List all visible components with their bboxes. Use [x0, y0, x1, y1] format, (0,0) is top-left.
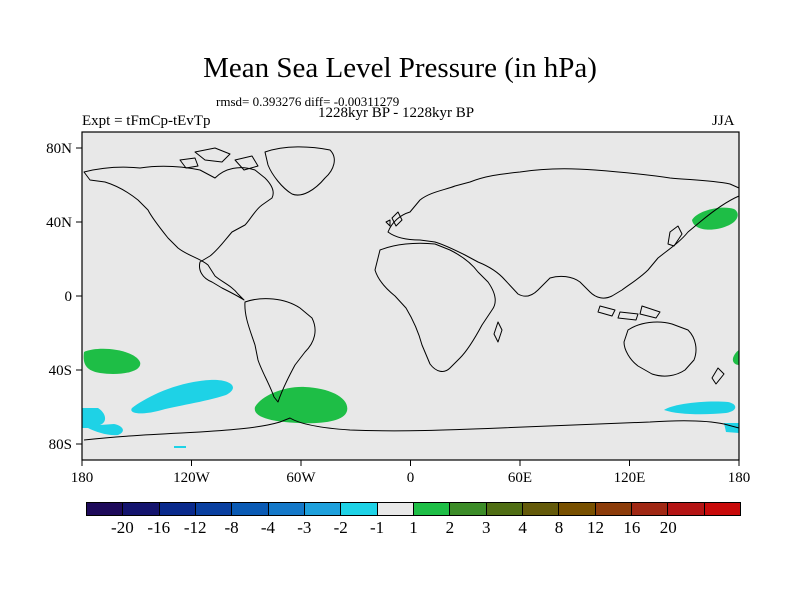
lon-tick-label: 120W	[173, 470, 211, 486]
coastline-arctic-islands	[179, 147, 259, 171]
anomaly-patch-positive	[83, 348, 141, 374]
colorbar-swatch	[195, 503, 233, 515]
colorbar-tick-label: 12	[586, 518, 604, 537]
colorbar-tick-label: -3	[297, 518, 312, 537]
colorbar-swatch	[595, 503, 632, 515]
coastline-greenland	[264, 146, 335, 196]
anomaly-patch-negative	[82, 408, 123, 436]
coastline-africa	[374, 242, 496, 372]
colorbar-swatch	[522, 503, 560, 515]
colorbar-swatch	[304, 503, 342, 515]
lat-tick-label: 40S	[49, 363, 72, 379]
colorbar-swatch	[159, 503, 196, 515]
anomaly-patch-positive	[692, 207, 738, 230]
period-label: 1228kyr BP - 1228kyr BP	[318, 105, 475, 121]
anomaly-patch-negative	[664, 401, 736, 415]
colorbar	[86, 502, 741, 516]
colorbar-tick-label: 3	[482, 518, 491, 537]
anomaly-patch-positive	[732, 350, 739, 365]
colorbar-tick-label: -4	[260, 518, 276, 537]
colorbar-tick-label: -2	[333, 518, 348, 537]
season-label: JJA	[712, 113, 735, 129]
lon-tick-label: 120E	[614, 470, 646, 486]
anomaly-patch-positive	[254, 386, 348, 424]
coastline-madagascar	[493, 321, 503, 343]
lon-tick-label: 60E	[508, 470, 532, 486]
lon-tick-label: 180	[728, 470, 751, 486]
colorbar-tick-label: -8	[224, 518, 239, 537]
stats-label: rmsd= 0.393276 diff= -0.00311279	[216, 94, 400, 109]
lon-tick-label: 0	[407, 470, 415, 486]
colorbar-tick-label: -12	[183, 518, 207, 537]
colorbar-tick-label: -16	[147, 518, 171, 537]
colorbar-tick-label: 16	[623, 518, 641, 537]
anomaly-patch-negative	[131, 379, 233, 414]
lat-tick-label: 0	[65, 289, 73, 305]
coastline-australia	[623, 321, 697, 377]
colorbar-tick-label: 20	[659, 518, 677, 537]
colorbar-swatch	[704, 503, 740, 515]
colorbar-tick-label: 4	[518, 518, 527, 537]
lon-tick-label: 180	[71, 470, 94, 486]
lat-tick-label: 80S	[49, 437, 72, 453]
colorbar-swatch	[559, 503, 596, 515]
coastline-antarctica	[83, 417, 740, 441]
colorbar-swatch	[232, 503, 269, 515]
coastline-north-america	[83, 165, 274, 301]
coastline-south-america	[244, 298, 316, 403]
colorbar-swatch	[413, 503, 451, 515]
lat-tick-label: 80N	[46, 141, 72, 157]
colorbar-swatch	[87, 503, 124, 515]
coastline-british-isles	[385, 211, 403, 227]
colorbar-tick-label: -1	[370, 518, 385, 537]
colorbar-swatch	[377, 503, 414, 515]
coastline-new-zealand	[711, 367, 725, 385]
lon-tick-label: 60W	[286, 470, 316, 486]
colorbar-swatch	[631, 503, 669, 515]
colorbar-swatch	[486, 503, 523, 515]
colorbar-swatch	[341, 503, 378, 515]
colorbar-swatch	[268, 503, 305, 515]
colorbar-swatch	[123, 503, 160, 515]
lat-tick-label: 40N	[46, 215, 72, 231]
colorbar-swatch	[450, 503, 487, 515]
anomaly-patch-negative	[174, 446, 186, 448]
colorbar-tick-label: 8	[554, 518, 564, 537]
coastline-japan	[667, 225, 683, 247]
map-background	[82, 132, 739, 460]
coastline-indonesia	[597, 305, 661, 321]
colorbar-tick-label: 2	[445, 518, 455, 537]
colorbar-tick-label: -20	[111, 518, 134, 537]
experiment-label: Expt = tFmCp-tEvTp	[82, 113, 211, 129]
colorbar-swatch	[668, 503, 705, 515]
colorbar-tick-label: 1	[409, 518, 418, 537]
map-title: Mean Sea Level Pressure (in hPa)	[203, 52, 597, 84]
